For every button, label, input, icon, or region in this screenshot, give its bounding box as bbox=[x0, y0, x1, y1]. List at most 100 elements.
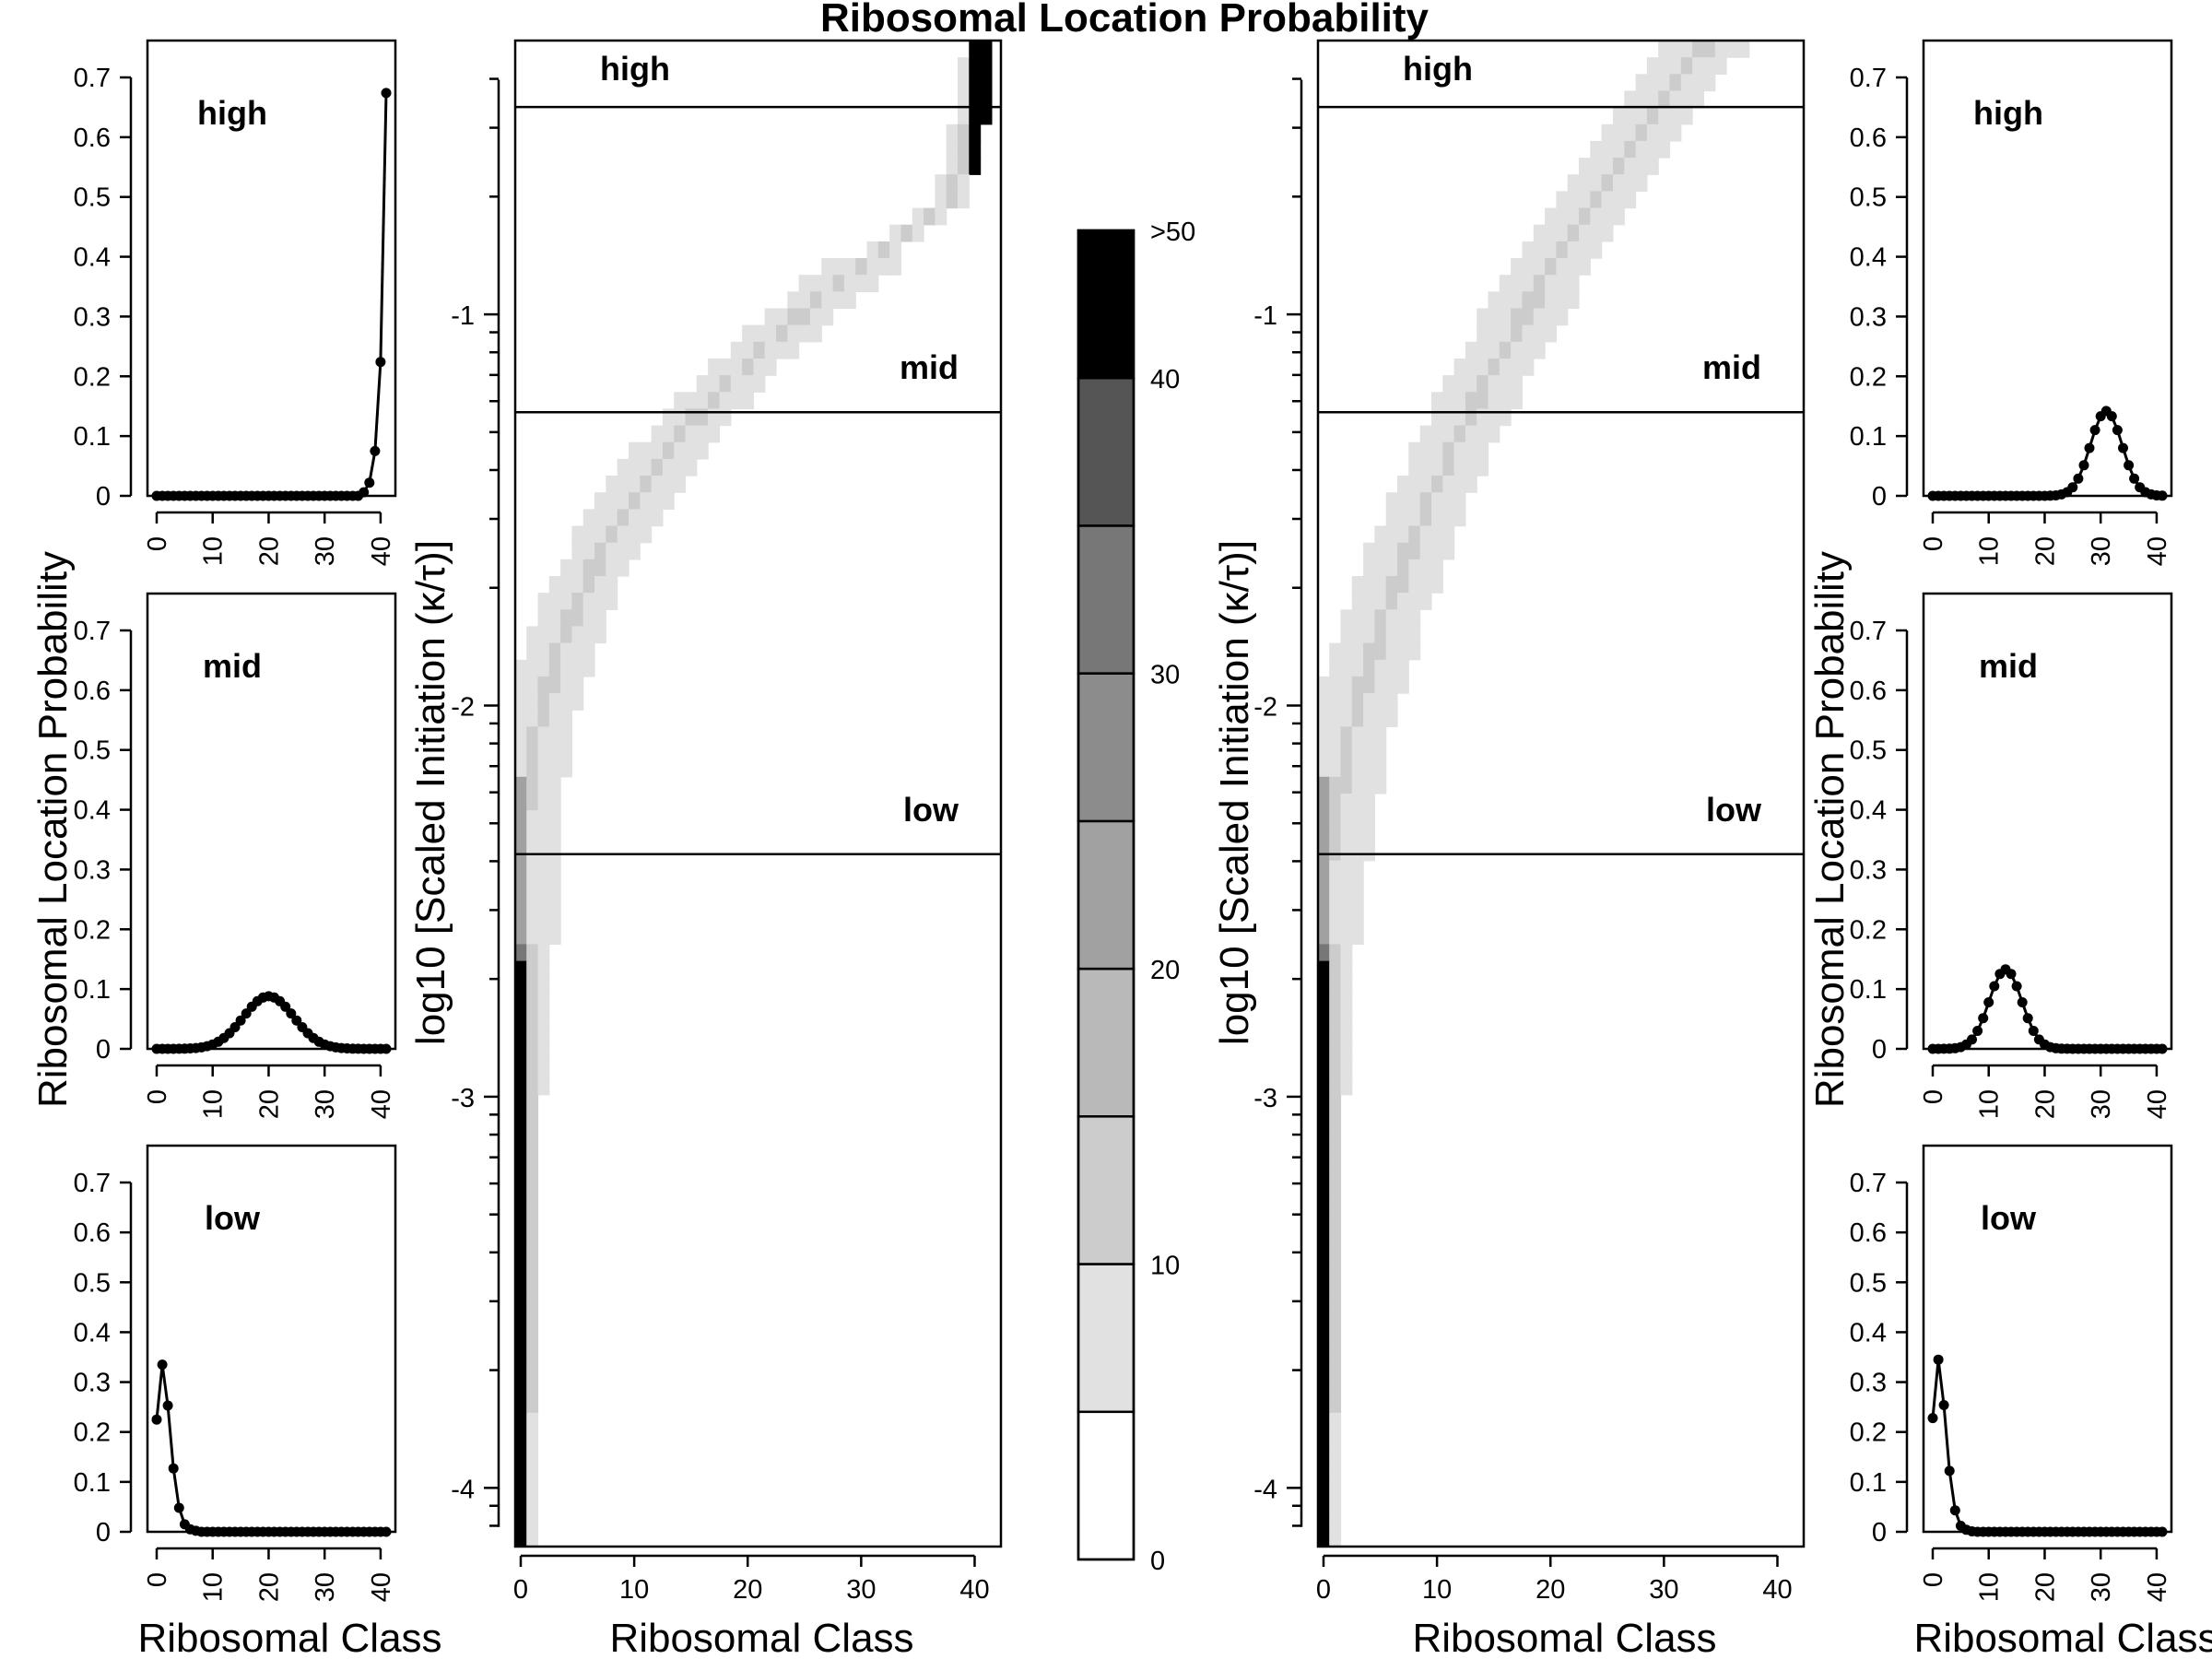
y-tick-label: 0.1 bbox=[74, 975, 111, 1005]
x-tick-label: 30 bbox=[2087, 1572, 2116, 1602]
heatmap-cell bbox=[582, 642, 595, 661]
heatmap-cell bbox=[582, 626, 595, 644]
heatmap-cell bbox=[1363, 726, 1375, 745]
data-point bbox=[2006, 969, 2017, 980]
heatmap-cell bbox=[696, 441, 709, 460]
heatmap-cell bbox=[1351, 609, 1364, 628]
y-tick-label: 0 bbox=[1872, 482, 1887, 512]
colorbar-level bbox=[1077, 524, 1135, 675]
heatmap-cell bbox=[1318, 810, 1330, 828]
heatmap-cell bbox=[1680, 57, 1693, 75]
x-axis-title: Ribosomal Class bbox=[609, 1616, 913, 1659]
heatmap-cell bbox=[1374, 759, 1387, 778]
heatmap-cell bbox=[1613, 191, 1625, 209]
x-tick-label: 10 bbox=[199, 1089, 229, 1119]
heatmap-cell bbox=[1419, 441, 1432, 460]
heatmap-cell bbox=[515, 1011, 527, 1029]
heatmap-cell bbox=[1318, 776, 1330, 794]
heatmap-cell bbox=[969, 140, 982, 159]
heatmap-cell bbox=[1329, 794, 1342, 811]
heatmap-cell bbox=[1567, 241, 1580, 259]
heatmap-cell bbox=[537, 911, 550, 928]
heatmap-cell bbox=[1453, 492, 1466, 510]
heatmap-cell bbox=[1329, 994, 1342, 1012]
x-tick-label: 20 bbox=[2030, 1089, 2060, 1119]
heatmap-cell bbox=[1397, 492, 1409, 510]
heatmap-cell bbox=[1351, 693, 1364, 711]
heatmap-cell bbox=[1329, 843, 1342, 862]
heatmap-cell bbox=[526, 1312, 539, 1330]
heatmap-cell bbox=[526, 776, 539, 794]
heatmap-cell bbox=[1340, 843, 1353, 862]
heatmap-cell bbox=[1567, 291, 1580, 310]
y-tick-label: 0.1 bbox=[1850, 975, 1887, 1005]
heatmap-cell bbox=[526, 659, 539, 677]
series-line bbox=[1933, 967, 2162, 1051]
heatmap-cell bbox=[946, 174, 959, 192]
y-tick-label: 0.3 bbox=[1850, 302, 1887, 332]
x-tick-label: 10 bbox=[1975, 1572, 2005, 1602]
heatmap-cell bbox=[832, 258, 845, 276]
heatmap-cell bbox=[526, 1529, 539, 1547]
heatmap-cell bbox=[651, 509, 664, 527]
heatmap-cell bbox=[1646, 124, 1659, 142]
y-tick-label: -1 bbox=[451, 301, 475, 331]
heatmap-cell bbox=[742, 359, 754, 376]
heatmap-cell bbox=[1499, 375, 1512, 393]
line-panel-right-mid: 0 0.1 0.2 0.3 0.4 0.5 0.6 0.7 0 10 20 30 40 mid Riboso… bbox=[1807, 551, 2173, 1119]
heatmap-cell bbox=[526, 1044, 539, 1063]
heatmap-cell bbox=[1590, 191, 1603, 209]
heatmap-cell bbox=[1329, 1094, 1342, 1112]
y-tick-label: 0.6 bbox=[74, 677, 111, 706]
heatmap-cell bbox=[1408, 576, 1421, 594]
heatmap-cell bbox=[1465, 458, 1477, 477]
heatmap-cell bbox=[1658, 41, 1671, 58]
heatmap-cell bbox=[1329, 1145, 1342, 1163]
y-tick-label: 0 bbox=[1872, 1518, 1887, 1547]
heatmap-cell bbox=[1340, 743, 1353, 761]
heatmap-cell bbox=[537, 944, 550, 962]
heatmap-cell bbox=[1374, 525, 1387, 544]
heatmap-cell bbox=[526, 1379, 539, 1397]
data-point bbox=[381, 88, 392, 99]
heatmap-cell bbox=[685, 392, 698, 410]
heatmap-cell bbox=[537, 1061, 550, 1079]
heatmap-cell bbox=[640, 492, 653, 510]
heatmap-cell bbox=[617, 476, 629, 493]
heatmap-cell bbox=[1318, 1194, 1330, 1213]
heatmap-cell bbox=[537, 977, 550, 995]
heatmap-cell bbox=[617, 542, 629, 560]
heatmap-cell bbox=[1646, 90, 1659, 109]
heatmap-cell bbox=[1397, 593, 1409, 610]
heatmap-cell bbox=[946, 191, 959, 209]
heatmap-cell bbox=[515, 1295, 527, 1313]
heatmap-cell bbox=[1329, 1194, 1342, 1213]
heatmap-cell bbox=[1533, 308, 1546, 326]
heatmap-cell bbox=[1340, 693, 1353, 711]
heatmap-cell bbox=[889, 258, 901, 276]
heatmap-cell bbox=[571, 525, 584, 544]
y-tick-label: 0.7 bbox=[74, 1169, 111, 1198]
data-point bbox=[2022, 1013, 2033, 1024]
heatmap-cell bbox=[537, 877, 550, 895]
heatmap-cell bbox=[674, 458, 687, 477]
heatmap-cell bbox=[1579, 158, 1591, 175]
heatmap-cell bbox=[1374, 726, 1387, 745]
data-point bbox=[241, 1008, 252, 1019]
heatmap-cell bbox=[1340, 960, 1353, 979]
heatmap-cell bbox=[1385, 659, 1398, 677]
heatmap-cell bbox=[526, 877, 539, 895]
heatmap-cell bbox=[1590, 207, 1603, 226]
heatmap-cell bbox=[1692, 41, 1704, 58]
heatmap-cell bbox=[1533, 291, 1546, 310]
heatmap-cell bbox=[526, 1245, 539, 1263]
y-tick-label: 0.2 bbox=[1850, 1418, 1887, 1448]
heatmap-cell bbox=[1714, 41, 1727, 58]
x-tick-label: 10 bbox=[199, 1572, 229, 1602]
line-panel-right-low: 0 0.1 0.2 0.3 0.4 0.5 0.6 0.7 0 10 20 30 40 low Riboso… bbox=[1850, 1144, 2212, 1659]
heatmap-cell bbox=[1431, 392, 1443, 410]
data-point bbox=[1978, 1013, 1989, 1024]
heatmap-cell bbox=[1533, 341, 1546, 359]
heatmap-cell bbox=[1692, 57, 1704, 75]
heatmap-cell bbox=[1431, 525, 1443, 544]
